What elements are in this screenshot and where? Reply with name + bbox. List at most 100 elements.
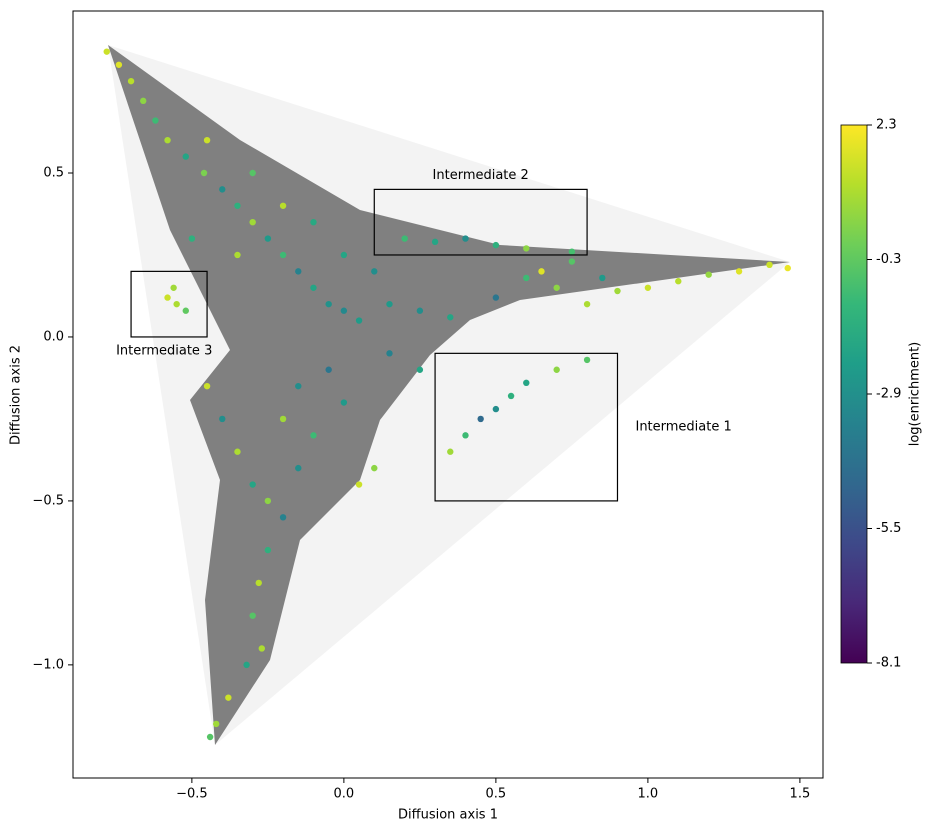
region-label: Intermediate 3 [116,343,212,358]
point [295,268,302,275]
point [295,382,302,390]
point [152,117,159,124]
point [447,314,454,321]
x-tick-label: −0.5 [176,787,208,802]
colorbar-tick-label: -0.3 [876,252,901,267]
point [462,432,469,439]
point [340,307,348,314]
point [264,497,272,505]
x-tick-label: 1.5 [790,787,811,802]
point [523,379,530,387]
x-tick-label: 0.0 [334,787,355,802]
plot-frame [72,10,824,779]
point [675,278,682,285]
point [355,481,363,488]
point [140,97,147,105]
point [492,294,500,301]
colorbar-tick-label: 2.3 [876,118,897,133]
point [234,251,241,259]
graph-edges [108,45,790,745]
point [164,294,171,301]
point [507,392,515,400]
colorbar [840,124,868,664]
point [310,218,317,226]
point [492,405,500,413]
point [206,733,214,741]
point [614,287,621,295]
points [103,48,791,741]
y-axis-label: Diffusion axis 2 [9,345,24,445]
point [523,245,530,252]
point [371,268,378,275]
point [386,350,393,357]
point [203,382,211,390]
point [255,579,262,587]
point [462,235,469,242]
point [188,235,196,242]
point [173,300,180,308]
point [115,61,123,68]
point [355,317,363,324]
colorbar-tick-label: -2.9 [876,387,901,402]
region-label: Intermediate 2 [433,168,529,183]
point [164,136,171,144]
colorbar-tick-label: -8.1 [876,656,901,671]
point [523,274,530,282]
point [264,235,272,242]
point [705,271,712,278]
point [219,415,226,423]
point [325,366,332,373]
point [249,612,256,619]
point [784,264,791,272]
point [553,366,560,373]
point [243,661,250,669]
x-tick-label: 1.0 [638,787,659,802]
colorbar-tick-label: -5.5 [876,521,901,536]
point [279,514,287,521]
point [264,546,272,554]
point [127,77,135,85]
point [583,300,591,308]
point [568,258,576,265]
point [103,48,110,55]
point [416,366,424,373]
point [325,300,332,308]
region-box [434,352,619,502]
point [279,415,287,423]
point [234,202,241,209]
point [295,464,302,472]
point [182,153,189,160]
region-box [373,188,588,256]
point [170,284,177,291]
point [599,274,606,282]
point [340,399,348,406]
point [583,356,591,364]
point [279,202,287,209]
point [401,235,408,242]
point [182,307,189,314]
y-tick-label: −1.0 [32,657,64,672]
point [200,169,208,177]
point [310,284,317,291]
point [386,300,393,308]
point [416,307,424,314]
edge-mass [108,45,790,745]
point [219,186,226,193]
point [644,284,652,291]
x-axis-label: Diffusion axis 1 [398,808,498,823]
point [234,448,241,455]
y-tick-label: −0.5 [32,493,64,508]
point [538,268,545,275]
point [735,268,743,275]
point [279,251,287,259]
x-tick-label: 0.5 [486,787,507,802]
point [766,261,773,269]
point [340,251,348,259]
point [258,645,265,652]
region-label: Intermediate 1 [635,420,731,435]
point [553,284,560,291]
point [225,694,232,701]
y-tick-label: 0.5 [43,165,64,180]
y-tick-label: 0.0 [43,329,64,344]
